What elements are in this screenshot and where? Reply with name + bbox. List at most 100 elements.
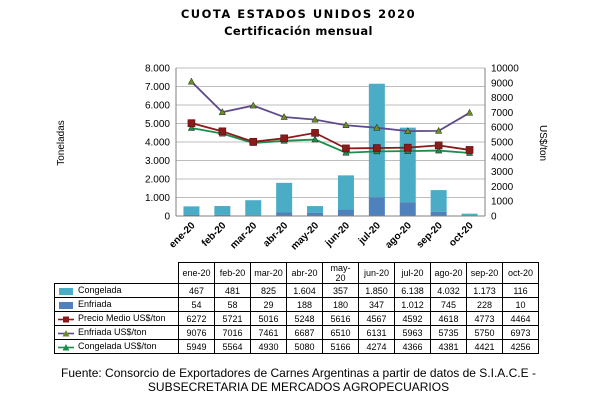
legend-label: Congelada US$/ton <box>78 341 157 352</box>
table-header-cell: mar-20 <box>250 262 287 284</box>
y-left-tick-label: 6.000 <box>145 101 170 112</box>
table-cell: 1.850 <box>358 283 395 298</box>
table-row: Enfriada 54 58 29 188 180 347 1.012 745 228 10 <box>54 297 539 312</box>
table-header-cell: ago-20 <box>430 262 467 284</box>
table-cell: 467 <box>178 283 215 298</box>
table-header-cell: ene-20 <box>178 262 215 284</box>
table-cell: 9076 <box>178 325 215 340</box>
y-right-tick-label: 1000 <box>491 197 514 208</box>
table-header-cell: sep-20 <box>466 262 503 284</box>
x-tick-label: jun-20 <box>323 220 353 250</box>
chart-area: 0 1.000 2.000 3.000 4.000 5.000 6.000 7.000 8.00… <box>56 64 548 253</box>
legend-entry: Congelada <box>54 283 179 298</box>
bar-congelada <box>368 83 385 198</box>
table-corner <box>55 263 179 284</box>
y-right-axis-label: US$/ton <box>537 125 548 161</box>
table-cell: 5248 <box>286 311 323 326</box>
series-line-congelada-usd <box>191 127 470 154</box>
table-cell: 7016 <box>214 325 251 340</box>
bar-congelada <box>307 206 324 213</box>
table-cell: 5616 <box>322 311 359 326</box>
y-left-tick-label: 2.000 <box>145 175 170 186</box>
source-note: Fuente: Consorcio de Exportadores de Car… <box>0 366 597 394</box>
marker-enfriada-usd <box>465 108 474 116</box>
legend-entry: Enfriada <box>54 297 179 312</box>
x-tick-label: ene-20 <box>167 220 197 250</box>
bar-enfriada <box>214 214 231 216</box>
table-header-cell: feb-20 <box>214 262 251 284</box>
table-cell: 825 <box>250 283 287 298</box>
marker-enfriada-usd <box>249 101 257 109</box>
y-right-tick-label: 9000 <box>491 78 514 89</box>
table-cell: 4930 <box>250 339 287 354</box>
table-cell: 4256 <box>502 339 539 354</box>
marker-precio-medio <box>342 144 350 153</box>
y-left-tick-label: 4.000 <box>145 138 170 149</box>
table-cell: 347 <box>358 297 395 312</box>
marker-precio-medio <box>311 129 319 137</box>
legend-entry: Enfriada US$/ton <box>54 325 179 340</box>
y-right-tick-label: 4000 <box>491 152 514 163</box>
y-right-tick-label: 0 <box>491 212 497 223</box>
source-line-1: Fuente: Consorcio de Exportadores de Car… <box>61 366 536 380</box>
table-cell: 4464 <box>502 311 539 326</box>
table-header-cell: may- 20 <box>322 262 359 284</box>
table-cell: 5080 <box>286 339 323 354</box>
table-cell: 58 <box>214 297 251 312</box>
marker-congelada-usd <box>187 123 196 131</box>
table-cell: 6272 <box>178 311 215 326</box>
table-cell: 29 <box>250 297 287 312</box>
table-cell: 357 <box>322 283 359 298</box>
table-cell: 1.173 <box>466 283 503 298</box>
marker-enfriada-usd <box>280 113 288 120</box>
series-line-precio-medio <box>191 122 470 151</box>
table-cell: 1.012 <box>394 297 431 312</box>
y-left-tick-label: 5.000 <box>145 119 170 130</box>
y-left-tick-label: 0 <box>164 212 170 223</box>
table-cell: 5949 <box>178 339 215 354</box>
bar-enfriada <box>307 212 324 216</box>
table-row: Precio Medio US$/ton 6272 5721 5016 5248 5616… <box>54 311 539 326</box>
bar-congelada <box>245 200 262 216</box>
table-cell: 4366 <box>394 339 431 354</box>
y-right-tick-label: 5000 <box>491 138 514 149</box>
table-cell: 228 <box>466 297 503 312</box>
x-tick-label: may-20 <box>289 220 321 252</box>
bar-congelada <box>430 190 447 212</box>
legend-label: Congelada <box>78 285 122 296</box>
data-table: ene-20 feb-20 mar-20 abr-20 may- 20 jun-20 jul-… <box>54 262 539 354</box>
marker-precio-medio <box>280 134 288 143</box>
table-cell: 5016 <box>250 311 287 326</box>
table-cell: 745 <box>430 297 467 312</box>
table-header-cell: jun-20 <box>358 262 395 284</box>
bar-congelada <box>461 213 478 216</box>
marker-precio-medio <box>187 119 196 127</box>
legend-swatch <box>59 301 73 309</box>
table-cell: 4381 <box>430 339 467 354</box>
marker-precio-medio <box>403 143 412 152</box>
bar-enfriada <box>276 212 293 216</box>
marker-congelada-usd <box>435 146 443 154</box>
marker-precio-medio <box>434 141 443 150</box>
table-cell: 481 <box>214 283 251 298</box>
bar-congelada <box>337 175 354 210</box>
table-row: Congelada 467 481 825 1.604 357 1.850 6.138 4.03… <box>54 283 539 298</box>
table-cell: 6510 <box>322 325 359 340</box>
marker-precio-medio <box>218 127 227 136</box>
x-tick-label: feb-20 <box>200 220 229 249</box>
table-header-cell: jul-20 <box>394 262 431 284</box>
x-tick-label: oct-20 <box>447 220 476 249</box>
table-cell: 1.604 <box>286 283 323 298</box>
legend-label: Enfriada US$/ton <box>78 327 147 338</box>
table-cell: 4592 <box>394 311 431 326</box>
series-line-enfriada-usd <box>190 81 471 133</box>
marker-enfriada-usd <box>373 123 381 131</box>
bar-enfriada <box>430 211 447 216</box>
marker-precio-medio <box>465 146 474 154</box>
bar-congelada <box>399 127 416 203</box>
y-right-tick-label: 8000 <box>491 93 514 104</box>
legend-label: Enfriada <box>78 299 112 310</box>
table-cell: 54 <box>178 297 215 312</box>
table-row: Congelada US$/ton 5949 5564 4930 5080 5166 427… <box>54 339 539 354</box>
y-left-tick-label: 8.000 <box>145 64 170 75</box>
